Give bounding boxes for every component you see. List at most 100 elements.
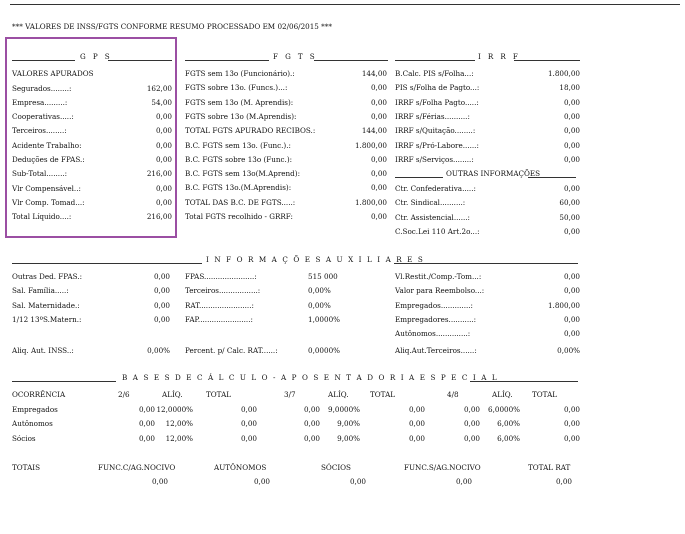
fgts-row-label: TOTAL DAS B.C. DE FGTS.....: <box>185 197 296 207</box>
bases-cell: 9,0000% <box>328 405 360 414</box>
aux-col1-label: Outras Ded. FPAS.: <box>12 272 83 281</box>
percent-rat-label: Percent. p/ Calc. RAT......: <box>185 346 278 355</box>
gps-row-label: Segurados........: <box>12 83 72 93</box>
fgts-row-label: Total FGTS recolhido - GRRF: <box>185 212 293 221</box>
irrf-row-value: 0,00 <box>563 126 580 136</box>
irrf-row-label: IRRF s/Pró-Labore......: <box>395 140 479 150</box>
irrf-row-label: IRRF s/Férias..........: <box>395 111 470 121</box>
aux-title: I N F O R M A Ç Õ E S A U X I L I A R E … <box>206 255 425 264</box>
top-rule <box>10 4 680 5</box>
irrf-row-label: IRRF s/Folha Pagto.....: <box>395 97 479 107</box>
aux-col2-value: 0,00% <box>308 286 331 296</box>
bases-cell: 0,00 <box>463 433 480 443</box>
bases-title: B A S E S D E C Á L C U L O - A P O S E … <box>122 373 499 382</box>
aux-col1-label: Sal. Maternidade.: <box>12 300 80 310</box>
aux-col1-value: 0,00 <box>153 300 170 310</box>
aux-col3-label: Valor para Reembolso...: <box>395 286 485 296</box>
aux-col1-value: 0,00 <box>153 272 170 281</box>
irrf-rule-left <box>395 60 475 61</box>
aux-col2-value: 1,0000% <box>308 314 340 324</box>
gps-row-value: 0,00 <box>155 112 172 122</box>
bases-cell: 0,00 <box>138 405 155 414</box>
totais-value: 0,00 <box>455 477 472 486</box>
bases-cell: 6,0000% <box>488 405 520 414</box>
bases-cell: 6,00% <box>497 433 520 443</box>
bases-header: ALÍQ. <box>328 390 349 399</box>
irrf-row-label: PIS s/Folha de Pagto...: <box>395 83 480 93</box>
fgts-rule-left <box>185 60 269 61</box>
bases-cell: 0,00 <box>138 433 155 443</box>
aux-col2-value: 515 000 <box>308 272 338 281</box>
bases-header: TOTAL <box>532 390 558 399</box>
gps-row-value: 216,00 <box>146 169 172 179</box>
bases-cell: 0,00 <box>563 433 580 443</box>
aux-col3-value: 0,00 <box>563 272 580 281</box>
gps-rule-right <box>108 60 172 61</box>
gps-row-value: 0,00 <box>155 183 172 193</box>
outras-row-value: 50,00 <box>559 212 580 222</box>
gps-row-value: 0,00 <box>155 126 172 136</box>
fgts-row-label: B.C. FGTS sobre 13o (Func.): <box>185 154 293 164</box>
totais-value: 0,00 <box>349 477 366 486</box>
fgts-row-label: TOTAL FGTS APURADO RECIBOS.: <box>185 126 316 136</box>
gps-row-label: Acidente Trabalho: <box>12 140 82 150</box>
outras-row-label: Ctr. Confederativa.....: <box>395 184 476 193</box>
fgts-row-value: 144,00 <box>361 126 387 136</box>
fgts-rule-right <box>314 60 388 61</box>
irrf-row-value: 1.800,00 <box>547 69 580 78</box>
bases-row-label: Sócios <box>12 433 36 443</box>
fgts-row-value: 1.800,00 <box>354 140 387 150</box>
gps-row-label: Sub-Total........: <box>12 169 68 179</box>
aux-col3-value: 0,00 <box>563 329 580 339</box>
bases-cell: 0,00 <box>303 433 320 443</box>
irrf-row-label: IRRF s/Serviços........: <box>395 154 474 164</box>
gps-row-label: Deduções de FPAS.: <box>12 155 85 164</box>
aux-col2-label: FAP.......................: <box>185 314 253 324</box>
fgts-row-value: 0,00 <box>370 169 387 179</box>
gps-title: G P S <box>80 52 113 61</box>
aliq-terc-value: 0,00% <box>557 346 580 355</box>
bases-cell: 0,00 <box>408 405 425 414</box>
totais-header: TOTAL RAT <box>528 463 571 472</box>
gps-row-label: Terceiros........: <box>12 126 67 136</box>
bases-rule-left <box>12 381 116 382</box>
bases-header: OCORRÊNCIA <box>12 390 66 399</box>
aliq-terc-label: Aliq.Aut.Terceiros......: <box>395 346 477 355</box>
bases-cell: 0,00 <box>303 405 320 414</box>
aux-col3-value: 0,00 <box>563 314 580 324</box>
aux-col2-label: FPAS......................: <box>185 272 257 281</box>
fgts-row-value: 0,00 <box>370 111 387 121</box>
gps-row-label: Vlr Comp. Tomad...: <box>12 197 85 207</box>
aux-rule-left <box>12 263 202 264</box>
page-header: *** VALORES DE INSS/FGTS CONFORME RESUMO… <box>12 22 332 31</box>
bases-header: 2/6 <box>118 390 130 399</box>
totais-value: 0,00 <box>253 477 270 486</box>
gps-row-value: 0,00 <box>155 197 172 207</box>
gps-row-value: 162,00 <box>146 83 172 93</box>
totais-value: 0,00 <box>555 477 572 486</box>
outras-rule-right <box>528 177 576 178</box>
fgts-row-value: 1.800,00 <box>354 197 387 207</box>
aux-col2-value: 0,00% <box>308 300 331 310</box>
outras-row-label: Ctr. Assistencial......: <box>395 212 470 222</box>
bases-cell: 0,00 <box>408 419 425 429</box>
bases-header: TOTAL <box>206 390 232 399</box>
fgts-row-value: 0,00 <box>370 154 387 164</box>
totais-header: AUTÔNOMOS <box>214 463 267 472</box>
fgts-row-value: 144,00 <box>361 69 387 78</box>
irrf-row-value: 0,00 <box>563 97 580 107</box>
aux-col3-value: 1.800,00 <box>547 300 580 310</box>
fgts-row-value: 0,00 <box>370 212 387 221</box>
irrf-row-label: IRRF s/Quitação........: <box>395 126 476 136</box>
aux-col1-value: 0,00 <box>153 314 170 324</box>
irrf-row-value: 18,00 <box>559 83 580 93</box>
bases-cell: 0,00 <box>463 405 480 414</box>
bases-cell: 0,00 <box>408 433 425 443</box>
aux-col2-label: RAT.......................: <box>185 300 254 310</box>
outras-row-value: 60,00 <box>559 198 580 208</box>
bases-cell: 9,00% <box>337 433 360 443</box>
bases-rule-right <box>470 381 578 382</box>
gps-subtitle: VALORES APURADOS <box>12 69 94 78</box>
irrf-row-value: 0,00 <box>563 140 580 150</box>
irrf-row-label: B.Calc. PIS s/Folha...: <box>395 69 474 78</box>
